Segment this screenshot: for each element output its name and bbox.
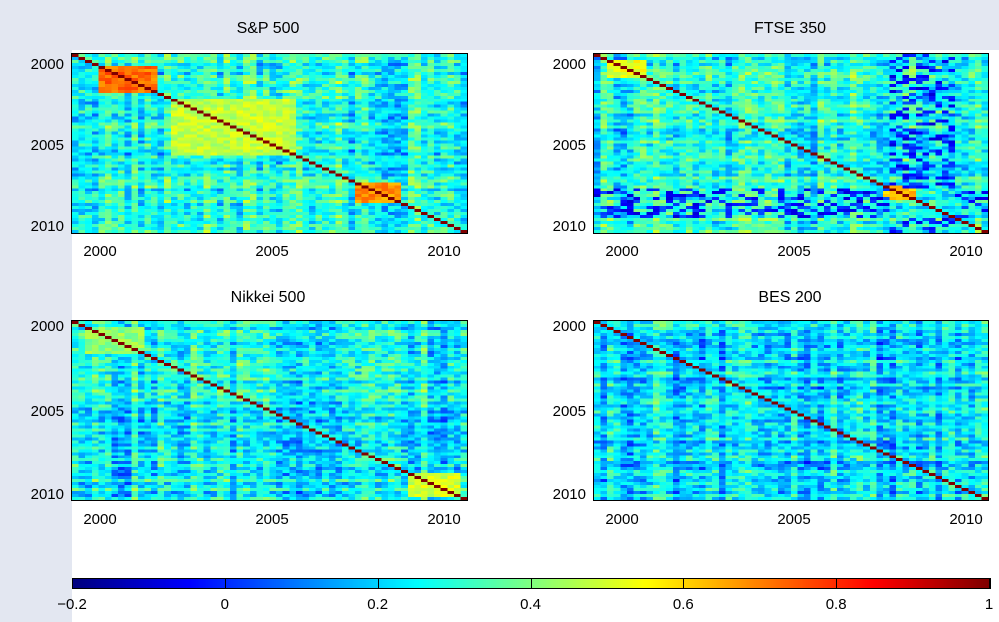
xtick-sp500-2000: 2000	[83, 243, 117, 260]
xtick-nikkei500-2010: 2010	[427, 511, 461, 528]
xtick-bes200-2000: 2000	[605, 511, 639, 528]
xtick-ftse350-2010: 2010	[949, 243, 983, 260]
ytick-bes200-2000: 2000	[552, 318, 586, 335]
xtick-sp500-2010: 2010	[427, 243, 461, 260]
colorbar-tick-label: 0.6	[672, 596, 694, 613]
ytick-sp500-2010: 2010	[30, 218, 64, 235]
colorbar-tick-label: 0.4	[520, 596, 541, 613]
ytick-bes200-2005: 2005	[552, 403, 586, 420]
xtick-nikkei500-2000: 2000	[83, 511, 117, 528]
ytick-sp500-2005: 2005	[30, 137, 64, 154]
xtick-ftse350-2005: 2005	[777, 243, 811, 260]
ytick-ftse350-2000: 2000	[552, 56, 586, 73]
colorbar-tick-label: 0	[220, 596, 229, 613]
panel-title-nikkei500: Nikkei 500	[230, 289, 306, 306]
panel-title-bes200: BES 200	[758, 289, 822, 306]
ytick-sp500-2000: 2000	[30, 56, 64, 73]
colorbar-tick-mark	[683, 578, 685, 589]
ytick-ftse350-2010: 2010	[552, 218, 586, 235]
heatmap-sp500	[71, 53, 468, 234]
xtick-bes200-2010: 2010	[949, 511, 983, 528]
xtick-sp500-2005: 2005	[255, 243, 289, 260]
ytick-nikkei500-2010: 2010	[30, 486, 64, 503]
ytick-ftse350-2005: 2005	[552, 137, 586, 154]
heatmap-nikkei500	[71, 320, 468, 501]
colorbar-tick-mark	[377, 578, 379, 589]
colorbar-tick-label: 0.2	[367, 596, 389, 613]
colorbar-tick-mark	[836, 578, 838, 589]
colorbar-tick-mark	[989, 578, 990, 589]
xtick-nikkei500-2005: 2005	[255, 511, 289, 528]
panel-title-ftse350: FTSE 350	[753, 20, 827, 37]
colorbar-tick-label: 0.8	[825, 596, 847, 613]
ytick-bes200-2010: 2010	[552, 486, 586, 503]
colorbar-tick-label: −0.2	[57, 596, 87, 613]
colorbar-tick-mark	[530, 578, 532, 589]
colorbar-tick-mark	[72, 578, 73, 589]
xtick-ftse350-2000: 2000	[605, 243, 639, 260]
panel-title-sp500: S&P 500	[236, 20, 300, 37]
colorbar	[72, 578, 991, 589]
ytick-nikkei500-2000: 2000	[30, 318, 64, 335]
heatmap-bes200	[593, 320, 989, 501]
xtick-bes200-2005: 2005	[777, 511, 811, 528]
heatmap-ftse350	[593, 53, 989, 234]
colorbar-tick-label: 1	[984, 596, 994, 613]
ytick-nikkei500-2005: 2005	[30, 403, 64, 420]
colorbar-tick-mark	[224, 578, 226, 589]
